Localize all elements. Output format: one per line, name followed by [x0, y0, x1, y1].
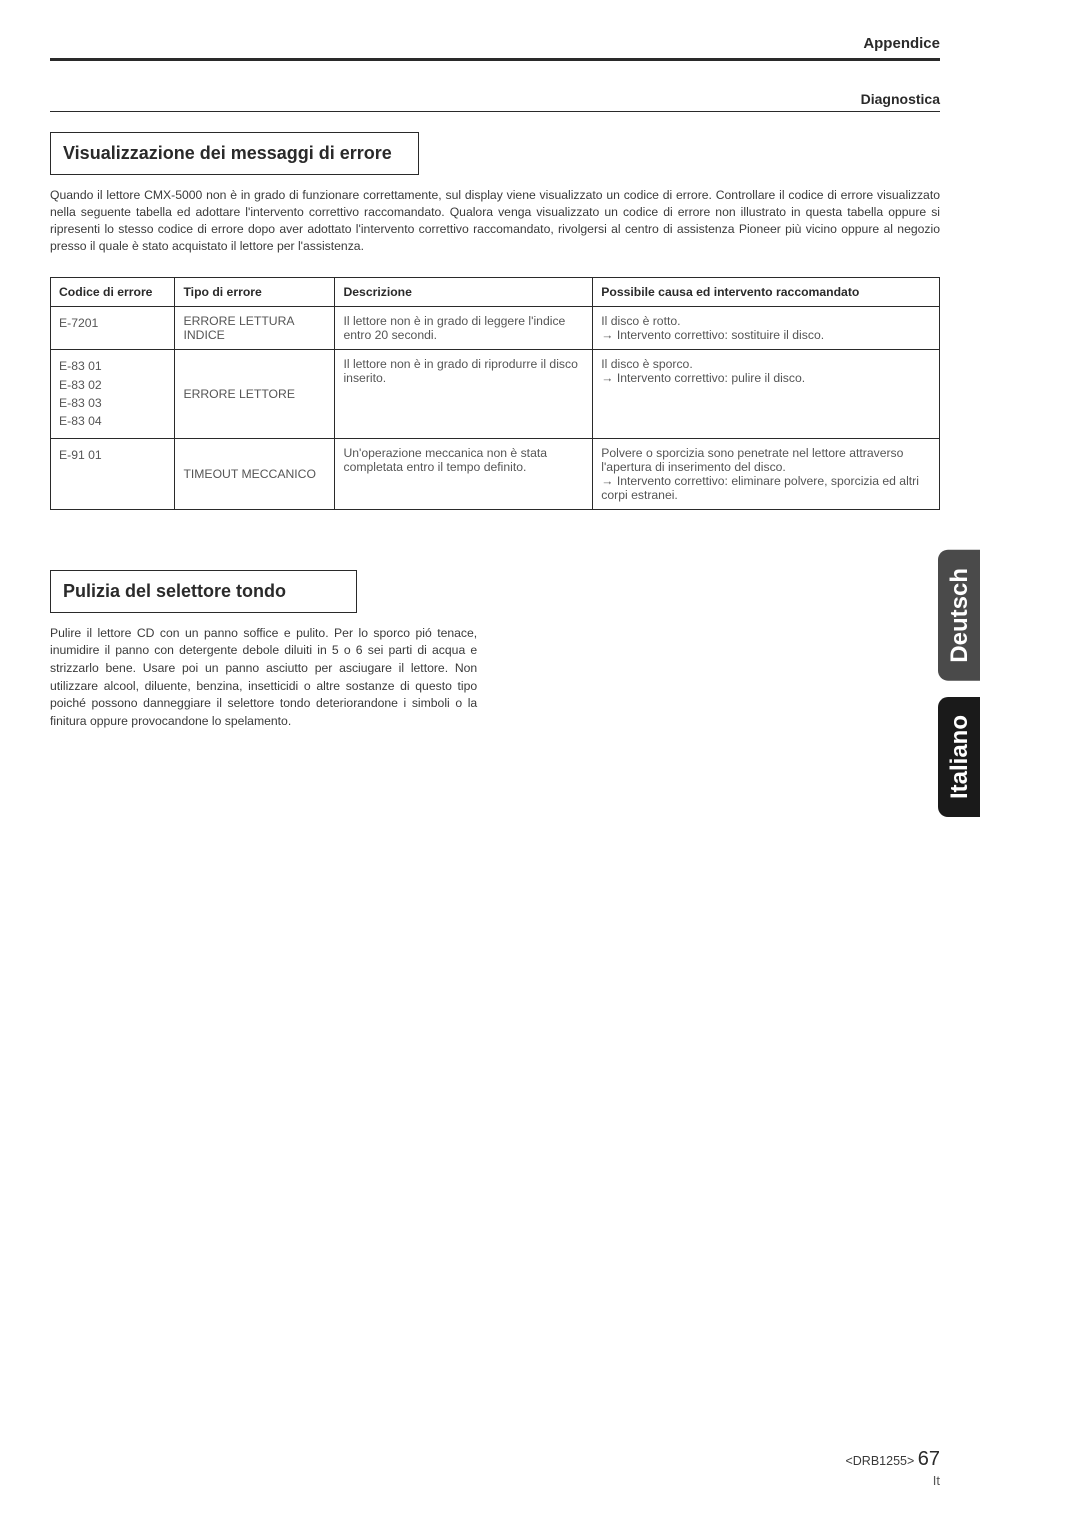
- cause-line2: → Intervento correttivo: sostituire il d…: [601, 328, 824, 342]
- cell-cause: Il disco è rotto. → Intervento correttiv…: [593, 307, 940, 350]
- section1-title-box: Visualizzazione dei messaggi di errore: [50, 132, 419, 175]
- header-rule: [50, 58, 940, 61]
- language-tabs: Deutsch Italiano: [938, 550, 980, 833]
- th-cause: Possibile causa ed intervento raccomanda…: [593, 278, 940, 307]
- error-table: Codice di errore Tipo di errore Descrizi…: [50, 277, 940, 509]
- doc-ref: <DRB1255>: [845, 1454, 917, 1468]
- cell-desc: Il lettore non è in grado di leggere l'i…: [335, 307, 593, 350]
- th-type: Tipo di errore: [175, 278, 335, 307]
- page-number: 67: [918, 1448, 940, 1470]
- cell-code: E-83 01 E-83 02 E-83 03 E-83 04: [51, 350, 175, 438]
- section2: Pulizia del selettore tondo Pulire il le…: [50, 550, 940, 731]
- cell-cause: Il disco è sporco. → Intervento corretti…: [593, 350, 940, 438]
- cause-line1: Il disco è sporco.: [601, 357, 692, 371]
- section2-title-box: Pulizia del selettore tondo: [50, 570, 357, 613]
- tab-italiano[interactable]: Italiano: [938, 697, 980, 817]
- cell-type: TIMEOUT MECCANICO: [175, 438, 335, 509]
- cause-line1: Polvere o sporcizia sono penetrate nel l…: [601, 446, 903, 474]
- cell-code: E-91 01: [51, 438, 175, 509]
- cell-desc: Il lettore non è in grado di riprodurre …: [335, 350, 593, 438]
- cell-type: ERRORE LETTORE: [175, 350, 335, 438]
- section2-text: Pulire il lettore CD con un panno soffic…: [50, 625, 477, 731]
- footer-lang: It: [845, 1473, 940, 1488]
- cause-line2: → Intervento correttivo: pulire il disco…: [601, 371, 805, 385]
- header-appendice: Appendice: [50, 35, 940, 58]
- section1-intro: Quando il lettore CMX-5000 non è in grad…: [50, 187, 940, 255]
- tab-deutsch[interactable]: Deutsch: [938, 550, 980, 681]
- cell-cause: Polvere o sporcizia sono penetrate nel l…: [593, 438, 940, 509]
- subheader-diagnostica: Diagnostica: [50, 91, 940, 112]
- cell-type: ERRORE LETTURA INDICE: [175, 307, 335, 350]
- page-footer: <DRB1255> 67 It: [845, 1448, 940, 1488]
- cause-line2: → Intervento correttivo: eliminare polve…: [601, 474, 919, 502]
- table-row: E-83 01 E-83 02 E-83 03 E-83 04 ERRORE L…: [51, 350, 940, 438]
- section1-title: Visualizzazione dei messaggi di errore: [63, 143, 392, 164]
- cell-code: E-7201: [51, 307, 175, 350]
- th-code: Codice di errore: [51, 278, 175, 307]
- section2-title: Pulizia del selettore tondo: [63, 581, 286, 602]
- cause-line1: Il disco è rotto.: [601, 314, 680, 328]
- table-header-row: Codice di errore Tipo di errore Descrizi…: [51, 278, 940, 307]
- cell-desc: Un'operazione meccanica non è stata comp…: [335, 438, 593, 509]
- table-row: E-91 01 TIMEOUT MECCANICO Un'operazione …: [51, 438, 940, 509]
- th-desc: Descrizione: [335, 278, 593, 307]
- table-row: E-7201 ERRORE LETTURA INDICE Il lettore …: [51, 307, 940, 350]
